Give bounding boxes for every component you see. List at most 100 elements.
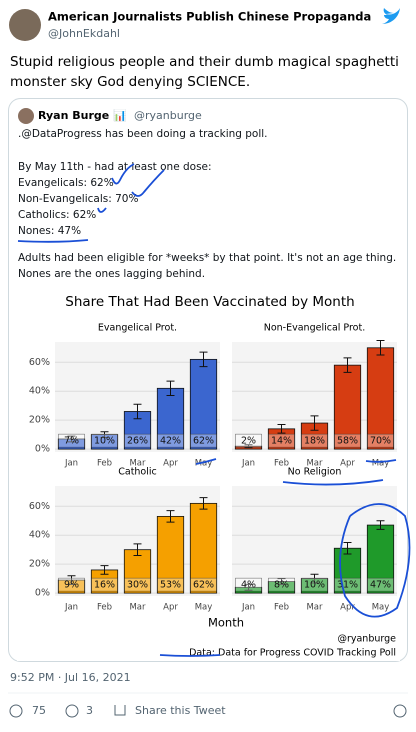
value-label: 10% (94, 436, 115, 447)
value-label-box (367, 433, 394, 448)
tweet-text: monster sky God denying SCIENCE. (10, 74, 250, 90)
value-label-box (301, 577, 328, 592)
error-bar (376, 340, 385, 356)
twitter-logo (382, 8, 400, 24)
quote-line: Nones are the ones lagging behind. (18, 268, 205, 280)
doodle (339, 503, 411, 618)
timestamp[interactable]: 9:52 PM · Jul 16, 2021 (10, 671, 131, 684)
quote-line: Evangelicals: 62% (18, 177, 114, 189)
doodle (97, 207, 107, 213)
error-bar (166, 510, 175, 523)
x-tick-label: Feb (274, 603, 289, 613)
error-bar (199, 497, 208, 510)
error-bar (100, 565, 109, 575)
x-axis-title: Month (208, 616, 244, 630)
panel-title: Evangelical Prot. (98, 323, 177, 334)
error-bar (199, 351, 208, 368)
error-bar (277, 424, 286, 434)
error-bar (133, 543, 142, 556)
avatar[interactable] (9, 9, 41, 41)
x-tick-label: Apr (163, 459, 178, 469)
value-label: 7% (64, 436, 79, 447)
chart-title: Share That Had Been Vaccinated by Month (65, 294, 354, 310)
y-tick-label: 60% (29, 501, 50, 512)
value-label: 26% (127, 436, 148, 447)
bar (123, 549, 152, 594)
error-bar (100, 431, 109, 439)
value-label: 18% (304, 436, 325, 447)
y-tick-label: 20% (29, 559, 50, 570)
panel-title: No Religion (288, 467, 342, 478)
y-tick-label: 0% (35, 588, 50, 599)
value-label-box (58, 433, 85, 448)
x-tick-label: May (195, 603, 213, 613)
x-tick-label: May (195, 459, 213, 469)
tweet-text: Stupid religious people and their dumb m… (10, 54, 399, 70)
share-label[interactable]: Share this Tweet (135, 704, 226, 717)
value-label: 30% (127, 580, 148, 591)
bar (156, 515, 185, 594)
x-tick-label: Jan (241, 459, 255, 469)
info-icon[interactable] (393, 704, 407, 718)
value-label-box (124, 433, 151, 448)
value-label-box (58, 577, 85, 592)
error-bar (67, 435, 76, 443)
share-icon[interactable] (114, 705, 126, 716)
error-bar (376, 520, 385, 530)
doodle (159, 654, 221, 657)
credit: @ryanburge (337, 634, 396, 645)
bar (366, 347, 395, 450)
value-label-box (235, 577, 262, 592)
doodle (111, 163, 135, 185)
doodle (282, 479, 384, 486)
value-label-box (124, 577, 151, 592)
doodle (195, 458, 217, 465)
author[interactable]: American Journalists Publish Chinese Pro… (48, 10, 371, 24)
value-label-box (91, 577, 118, 592)
like-icon[interactable] (9, 704, 23, 718)
value-label: 62% (193, 580, 214, 591)
error-bar (277, 578, 286, 585)
value-label: 70% (370, 436, 391, 447)
value-label-box (190, 577, 217, 592)
x-tick-label: Jan (241, 603, 255, 613)
bar (366, 524, 395, 594)
panel-title: Non-Evangelical Prot. (264, 323, 366, 334)
value-label-box (301, 433, 328, 448)
value-label-box (334, 433, 361, 448)
error-bar (343, 357, 352, 373)
x-tick-label: Feb (97, 603, 112, 613)
reply-icon[interactable] (65, 704, 79, 718)
doodle (131, 169, 165, 197)
error-bar (310, 573, 319, 584)
x-tick-label: May (372, 603, 390, 613)
x-tick-label: Feb (274, 459, 289, 469)
value-label-box (91, 433, 118, 448)
value-label: 42% (160, 436, 181, 447)
quote-line: Adults had been eligible for *weeks* by … (18, 252, 396, 264)
value-label-box (190, 433, 217, 448)
error-bar (343, 541, 352, 555)
value-label: 8% (274, 580, 289, 591)
y-tick-label: 0% (35, 444, 50, 455)
value-label-box (235, 433, 262, 448)
x-tick-label: Apr (340, 459, 355, 469)
error-bar (166, 380, 175, 397)
error-bar (133, 403, 142, 420)
doodles (17, 163, 411, 657)
x-tick-label: May (372, 459, 390, 469)
quote-avatar (18, 108, 34, 124)
value-label: 62% (193, 436, 214, 447)
x-tick-label: Apr (340, 603, 355, 613)
retweet-count: 3 (86, 704, 93, 717)
x-tick-label: Mar (129, 603, 146, 613)
value-label: 2% (241, 436, 256, 447)
x-tick-label: Mar (306, 459, 323, 469)
value-label-box (268, 577, 295, 592)
bar (333, 364, 362, 450)
value-label: 14% (271, 436, 292, 447)
handle[interactable]: @JohnEkdahl (48, 27, 120, 40)
y-tick-label: 20% (29, 415, 50, 426)
bar (333, 547, 362, 594)
